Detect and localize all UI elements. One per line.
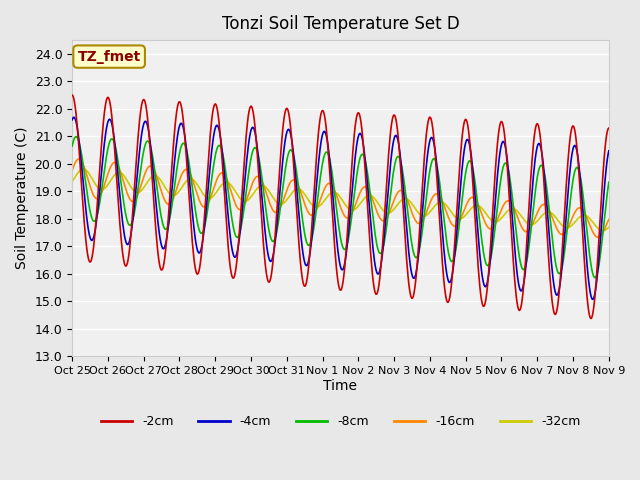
- Title: Tonzi Soil Temperature Set D: Tonzi Soil Temperature Set D: [221, 15, 460, 33]
- X-axis label: Time: Time: [323, 379, 358, 393]
- Text: TZ_fmet: TZ_fmet: [77, 49, 141, 63]
- Y-axis label: Soil Temperature (C): Soil Temperature (C): [15, 127, 29, 269]
- Legend: -2cm, -4cm, -8cm, -16cm, -32cm: -2cm, -4cm, -8cm, -16cm, -32cm: [95, 410, 586, 433]
